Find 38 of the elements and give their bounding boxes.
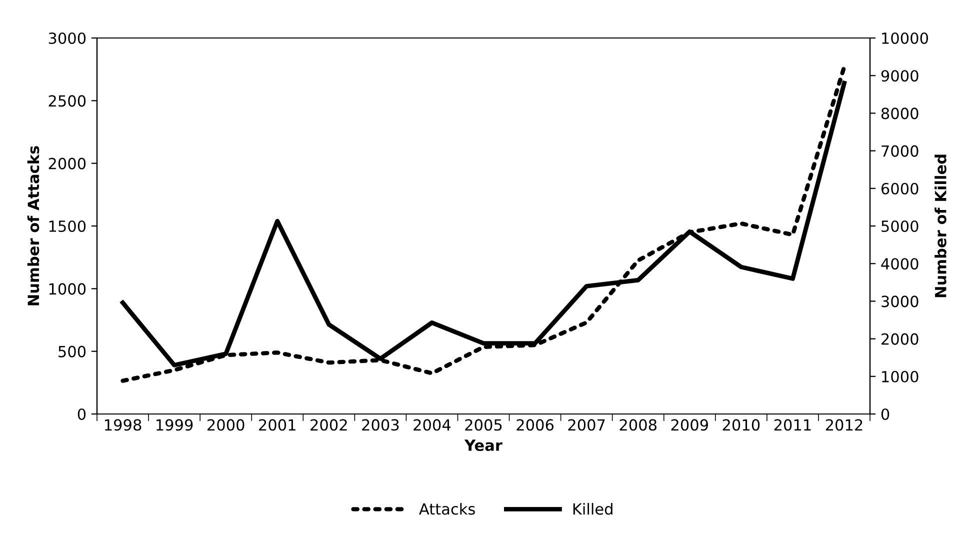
y2-tick-label: 8000 bbox=[881, 108, 918, 120]
y-tick-label: 2000 bbox=[48, 158, 86, 170]
x-tick-label: 2005 bbox=[465, 419, 502, 431]
x-tick-label: 2001 bbox=[259, 419, 296, 431]
y2-tick-label: 9000 bbox=[881, 70, 918, 82]
y2-tick-label: 4000 bbox=[881, 258, 918, 270]
y-tick-label: 3000 bbox=[48, 32, 86, 44]
x-tick-label: 2003 bbox=[362, 419, 399, 431]
x-tick-label: 1999 bbox=[156, 419, 193, 431]
legend-label: Killed bbox=[573, 502, 612, 515]
x-tick-label: 2007 bbox=[568, 419, 605, 431]
x-tick-label: 2006 bbox=[516, 419, 554, 431]
x-tick-label: 2012 bbox=[826, 419, 862, 431]
legend-label: Attacks bbox=[419, 502, 475, 515]
y-tick-label: 2500 bbox=[48, 95, 86, 107]
x-tick-label: 1998 bbox=[105, 419, 142, 431]
x-tick-label: 2010 bbox=[722, 419, 760, 431]
x-tick-label: 2004 bbox=[414, 419, 451, 431]
x-tick-label: 2009 bbox=[671, 419, 708, 431]
x-tick-label: 2011 bbox=[774, 419, 811, 431]
y2-tick-label: 7000 bbox=[882, 145, 918, 157]
y2-tick-label: 1000 bbox=[882, 370, 918, 382]
x-axis-title: Year bbox=[464, 440, 502, 452]
y-tick-label: 0 bbox=[78, 408, 86, 420]
x-tick-label: 2000 bbox=[208, 419, 244, 431]
y2-tick-label: 2000 bbox=[882, 333, 918, 345]
y2-tick-label: 10000 bbox=[882, 32, 928, 44]
y2-tick-label: 0 bbox=[881, 408, 890, 420]
y-axis-title: Number of Attacks bbox=[27, 146, 40, 306]
x-tick-label: 2008 bbox=[620, 419, 656, 431]
y-tick-label: 1500 bbox=[49, 220, 86, 232]
y2-tick-label: 5000 bbox=[882, 220, 918, 232]
y2-tick-label: 6000 bbox=[881, 182, 918, 194]
y-tick-label: 1000 bbox=[49, 283, 86, 295]
y2-tick-label: 3000 bbox=[882, 296, 918, 308]
y2-axis-title: Number of Killed bbox=[934, 154, 946, 298]
y-tick-label: 500 bbox=[58, 346, 86, 358]
x-tick-label: 2002 bbox=[310, 419, 347, 431]
